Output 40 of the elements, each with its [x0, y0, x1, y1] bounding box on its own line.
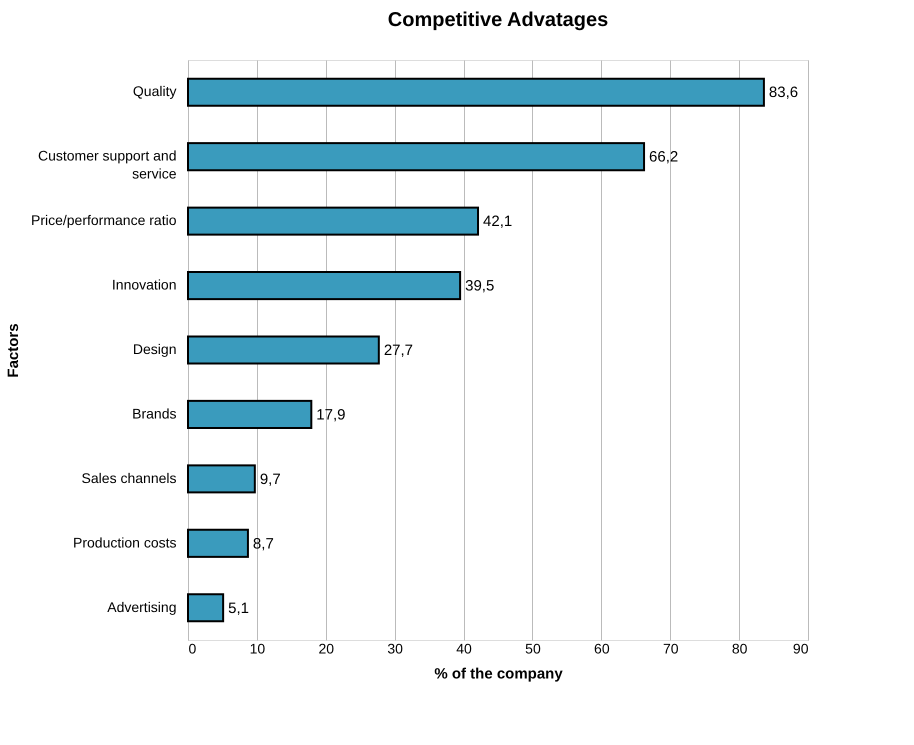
data-label: 17,9 [316, 406, 346, 424]
y-tick-label: Production costs [73, 534, 176, 550]
bar [187, 271, 462, 300]
x-tick-label: 30 [387, 640, 404, 656]
x-tick-label: 80 [732, 640, 748, 656]
data-label: 42,1 [483, 213, 512, 230]
bar [187, 78, 765, 107]
data-label: 9,7 [260, 470, 281, 488]
data-label: 39,5 [465, 278, 494, 295]
y-tick-label: Quality [132, 83, 176, 100]
y-tick-label: Sales channels [82, 470, 176, 486]
bar [187, 593, 224, 622]
chart-title: Competitive Advatages [388, 9, 608, 31]
data-label: 66,2 [649, 148, 678, 166]
data-label: 5,1 [228, 600, 249, 617]
x-tick-label: 50 [525, 640, 541, 656]
bar [187, 335, 380, 365]
bar [187, 400, 312, 429]
bar [187, 528, 249, 558]
x-tick-label: 0 [188, 640, 196, 656]
y-tick-label: Customer support and service [38, 148, 177, 182]
bar [187, 206, 480, 236]
y-tick-label: Price/performance ratio [30, 212, 177, 228]
y-tick-label: Design [132, 341, 176, 357]
data-label: 83,6 [768, 84, 798, 102]
x-tick-label: 10 [250, 640, 266, 656]
x-tick-label: 70 [662, 640, 679, 656]
y-tick-label: Advertising [107, 598, 176, 615]
x-axis-title: % of the company [434, 666, 564, 682]
x-tick-label: 90 [792, 640, 809, 656]
data-label: 8,7 [252, 535, 274, 552]
x-tick-label: 60 [594, 640, 610, 656]
y-tick-label: Innovation [112, 276, 176, 293]
data-label: 27,7 [384, 342, 414, 359]
x-tick-label: 20 [318, 640, 334, 656]
y-axis-title: Factors [4, 323, 22, 378]
x-tick-label: 40 [456, 640, 472, 656]
bar [187, 142, 646, 172]
bar [187, 464, 256, 494]
y-tick-label: Brands [132, 405, 176, 422]
